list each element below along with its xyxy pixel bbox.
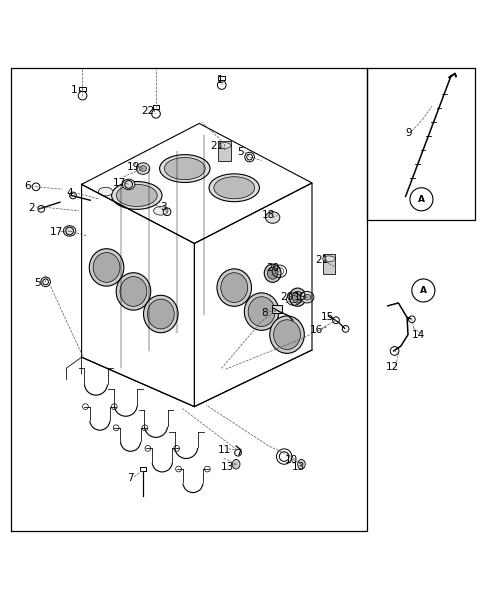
Ellipse shape [111,182,162,210]
Text: 6: 6 [24,181,31,191]
Ellipse shape [248,297,275,327]
Text: 3: 3 [160,202,167,212]
Ellipse shape [120,277,147,306]
Circle shape [410,188,433,211]
Ellipse shape [274,320,300,350]
Ellipse shape [159,155,210,182]
Text: 1: 1 [71,85,78,95]
Ellipse shape [93,252,120,282]
Text: 22: 22 [141,106,155,116]
Text: A: A [418,194,425,204]
Ellipse shape [147,299,174,329]
Text: 17: 17 [112,178,126,188]
Ellipse shape [300,292,314,303]
Ellipse shape [144,295,178,333]
Bar [153,105,159,109]
Text: 14: 14 [412,330,425,339]
Ellipse shape [270,316,304,353]
Text: 5: 5 [34,278,41,288]
Ellipse shape [214,177,254,199]
Circle shape [412,279,435,302]
Text: A: A [420,286,427,295]
Text: 4: 4 [66,188,73,198]
Bar [272,305,282,312]
Text: 15: 15 [321,312,334,323]
Bar [140,467,146,472]
Text: 8: 8 [262,307,268,318]
Text: 18: 18 [262,210,276,220]
Ellipse shape [98,187,113,196]
Text: 12: 12 [386,362,399,372]
Text: 7: 7 [127,473,134,483]
Bar [218,141,231,161]
Ellipse shape [221,273,248,303]
Text: 10: 10 [285,455,299,466]
Ellipse shape [209,174,259,202]
Text: 17: 17 [50,227,63,237]
Text: 11: 11 [218,445,231,455]
Ellipse shape [298,460,305,469]
Text: 21: 21 [210,141,224,151]
Ellipse shape [303,294,311,300]
Ellipse shape [164,158,205,179]
Bar [218,76,225,80]
Ellipse shape [122,179,135,190]
Text: 5: 5 [238,147,244,157]
Text: 9: 9 [406,128,412,138]
Bar [79,87,86,91]
Ellipse shape [232,460,240,469]
Text: 2: 2 [28,204,35,213]
Ellipse shape [154,207,168,215]
Ellipse shape [218,143,231,149]
Bar [323,254,335,274]
Ellipse shape [289,288,306,306]
Ellipse shape [136,163,150,175]
Ellipse shape [267,267,278,279]
Ellipse shape [89,249,124,286]
Ellipse shape [265,212,280,223]
Text: 13: 13 [292,462,305,472]
Ellipse shape [63,226,76,236]
Ellipse shape [264,264,281,282]
Text: 21: 21 [315,255,328,265]
Ellipse shape [139,165,147,172]
Text: 1: 1 [216,75,223,85]
Text: 20: 20 [266,263,279,274]
Ellipse shape [217,269,252,306]
Ellipse shape [323,256,335,262]
Ellipse shape [116,184,157,207]
Ellipse shape [116,273,151,310]
Ellipse shape [292,291,303,303]
Text: 16: 16 [310,325,324,335]
Text: 20: 20 [280,292,294,302]
Text: 13: 13 [221,462,234,472]
Text: 19: 19 [293,292,307,302]
Text: 19: 19 [127,162,140,172]
Ellipse shape [244,293,279,330]
